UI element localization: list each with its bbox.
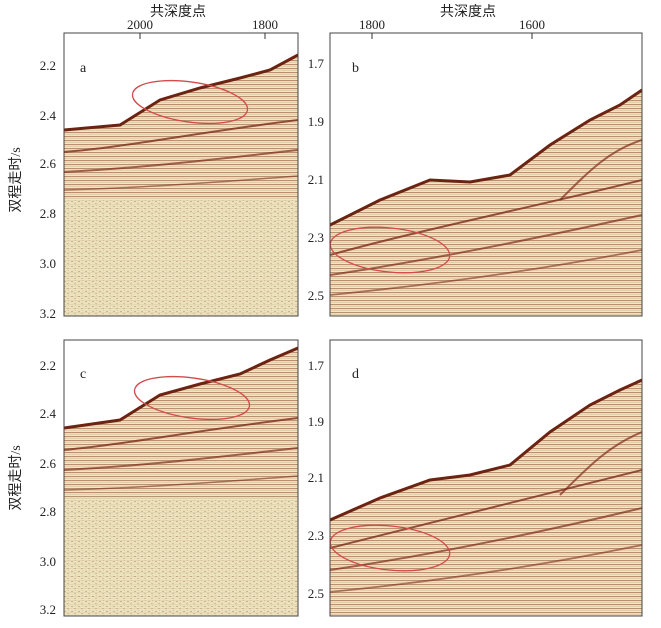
panel-b-xtick-0: 1800	[359, 17, 385, 32]
panel-a: a 2000 1800 2.2 2.4 2.6 2.8 3.0 3.2	[40, 17, 299, 321]
panel-a-ytick-0: 2.2	[40, 58, 56, 73]
y-axis-label-bottom: 双程走时/s	[8, 445, 24, 510]
panel-a-ytick-5: 3.2	[40, 306, 56, 321]
panel-d-ytick-3: 2.3	[308, 528, 324, 543]
panel-b-ytick-1: 1.9	[308, 114, 324, 129]
panel-c-highlight-ellipse	[133, 375, 251, 421]
panel-a-xtick-0: 2000	[127, 17, 153, 32]
panel-c-ytick-3: 2.8	[40, 504, 56, 519]
panel-c-ytick-2: 2.6	[40, 456, 57, 471]
panel-c-ytick-0: 2.2	[40, 358, 56, 373]
panel-c-ytick-4: 3.0	[40, 554, 56, 569]
panel-d-ytick-0: 1.7	[308, 358, 325, 373]
panel-d: d 1.7 1.9 2.1 2.3 2.5	[308, 339, 643, 617]
panel-c-ytick-5: 3.2	[40, 602, 56, 617]
panel-c-label: c	[80, 367, 86, 382]
panel-b: b 1800 1600 1.7 1.9 2.1 2.3 2.5	[308, 17, 643, 317]
panel-a-highlight-ellipse	[131, 79, 249, 125]
panel-b-ytick-4: 2.5	[308, 288, 324, 303]
panel-a-ytick-1: 2.4	[40, 108, 57, 123]
panel-a-label: a	[80, 61, 87, 76]
panel-d-label: d	[352, 367, 359, 382]
panel-b-label: b	[352, 61, 359, 76]
panel-b-ytick-2: 2.1	[308, 172, 324, 187]
panel-b-ytick-3: 2.3	[308, 230, 324, 245]
panel-d-seafloor	[330, 378, 642, 522]
panel-c: c 2.2 2.4 2.6 2.8 3.0 3.2	[40, 339, 299, 617]
panel-b-seafloor	[330, 88, 642, 227]
panel-a-ytick-4: 3.0	[40, 256, 56, 271]
top-axis-title-right: 共深度点	[440, 4, 496, 20]
panel-b-section-fill	[330, 90, 642, 316]
top-axis-title-left: 共深度点	[150, 4, 206, 20]
panel-a-ytick-2: 2.6	[40, 156, 57, 171]
panel-c-ytick-1: 2.4	[40, 406, 57, 421]
y-axis-label-top: 双程走时/s	[8, 147, 24, 212]
panel-d-ytick-1: 1.9	[308, 414, 324, 429]
panel-a-ytick-3: 2.8	[40, 206, 56, 221]
panel-d-ytick-2: 2.1	[308, 470, 324, 485]
panel-b-ytick-0: 1.7	[308, 56, 325, 71]
panel-d-ytick-4: 2.5	[308, 586, 324, 601]
panel-a-seafloor	[64, 53, 298, 132]
panel-b-xtick-1: 1600	[519, 17, 545, 32]
panel-c-seafloor	[64, 346, 298, 430]
panel-a-xtick-1: 1800	[252, 17, 278, 32]
